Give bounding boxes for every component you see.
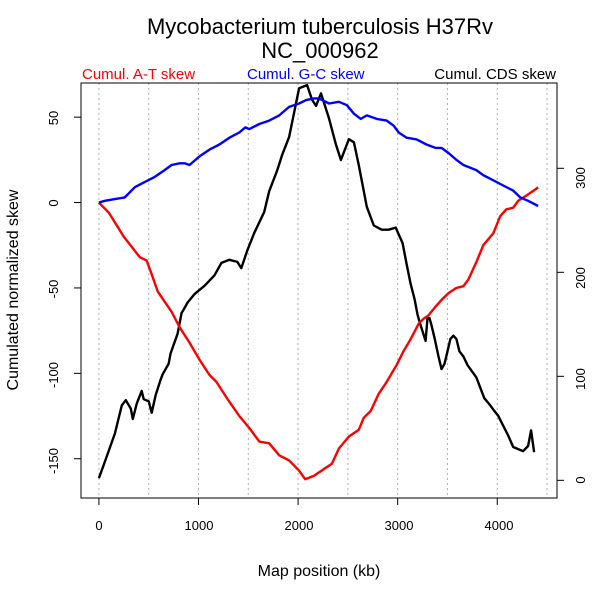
- legend-at-skew: Cumul. A-T skew: [82, 66, 195, 83]
- y-left-tick-label: -100: [46, 362, 61, 388]
- x-axis-label: Map position (kb): [258, 563, 381, 580]
- series-line-cumul-g-c-skew: [98, 97, 539, 208]
- x-tick-label: 1000: [185, 518, 214, 533]
- y-right-tick-label: 0: [573, 476, 588, 483]
- x-tick-label: 4000: [485, 518, 514, 533]
- y-left-tick-label: -50: [46, 280, 61, 299]
- legend-gc-skew: Cumul. G-C skew: [247, 66, 365, 83]
- x-tick-label: 2000: [285, 518, 314, 533]
- y-left-tick-label: 50: [46, 111, 61, 125]
- chart-title: Mycobacterium tuberculosis H37Rv: [147, 14, 493, 39]
- grid-lines: [98, 83, 548, 498]
- y-axis-right: 300 200 100 0: [557, 167, 588, 484]
- y-left-tick-label: -150: [46, 448, 61, 474]
- y-axis-label: Cumulated normalized skew: [5, 189, 22, 390]
- series-line-cumul-a-t-skew: [98, 186, 539, 481]
- y-right-tick-label: 100: [573, 368, 588, 390]
- y-left-tick-label: 0: [46, 199, 61, 206]
- x-tick-label: 3000: [385, 518, 414, 533]
- series-lines: [97, 83, 539, 481]
- y-right-tick-label: 300: [573, 167, 588, 189]
- x-tick-label: 0: [95, 518, 102, 533]
- series-line-cumul-cds-skew: [97, 83, 536, 479]
- chart-subtitle: NC_000962: [261, 38, 378, 63]
- y-right-tick-label: 200: [573, 267, 588, 289]
- y-axis-left: 50 0 -50 -100 -150: [46, 111, 81, 474]
- x-axis: 0 1000 2000 3000 4000: [95, 498, 513, 533]
- legend-cds-skew: Cumul. CDS skew: [434, 66, 556, 83]
- plot-frame: [80, 82, 558, 499]
